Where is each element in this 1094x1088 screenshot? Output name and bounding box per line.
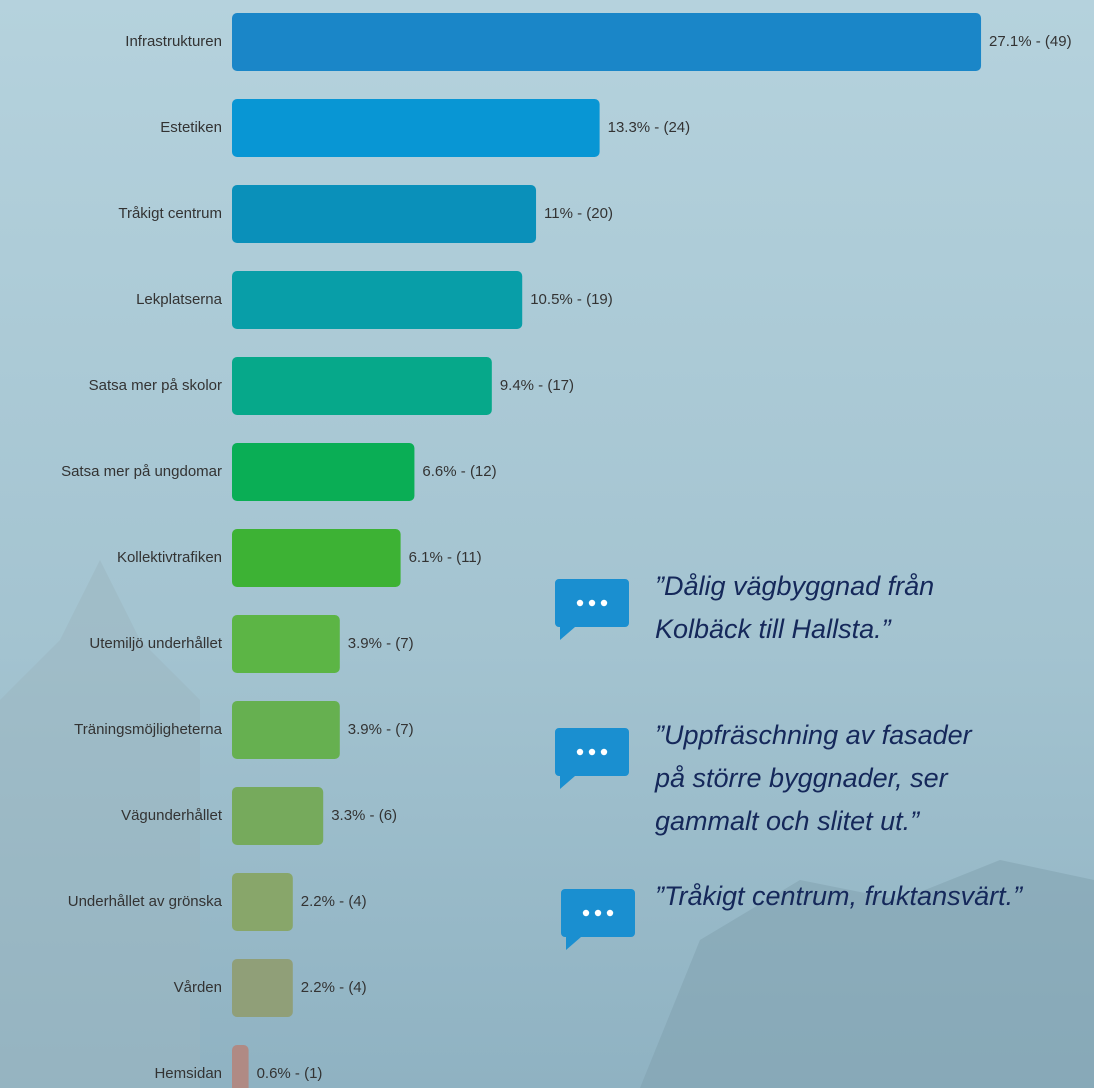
bar — [232, 1045, 249, 1088]
bubble-dot — [576, 599, 584, 607]
value-label: 2.2% - (4) — [301, 979, 367, 996]
category-label: Lekplatserna — [136, 291, 223, 308]
quote-line: ”Uppfräschning av fasader — [655, 720, 973, 750]
value-label: 11% - (20) — [544, 205, 613, 222]
value-label: 6.6% - (12) — [422, 463, 496, 480]
bar — [232, 185, 537, 243]
building-silhouette — [0, 560, 200, 1088]
value-label: 13.3% - (24) — [608, 119, 691, 136]
bubble-dot — [588, 599, 596, 607]
category-label: Vägunderhållet — [121, 807, 223, 824]
value-label: 3.9% - (7) — [348, 635, 414, 652]
value-label: 0.6% - (1) — [257, 1065, 323, 1082]
bar — [232, 701, 340, 759]
quote-line: ”Tråkigt centrum, fruktansvärt.” — [655, 881, 1023, 911]
category-label: Vården — [174, 979, 222, 996]
bar — [232, 529, 401, 587]
value-label: 3.9% - (7) — [348, 721, 414, 738]
bar — [232, 13, 982, 71]
value-label: 27.1% - (49) — [989, 33, 1072, 50]
quote-line: Kolbäck till Hallsta.” — [655, 614, 892, 644]
tree-silhouette — [640, 860, 1094, 1088]
bubble-dot — [600, 599, 608, 607]
category-label: Estetiken — [160, 119, 222, 136]
bubble-dot — [606, 909, 614, 917]
quote-line: gammalt och slitet ut.” — [655, 806, 920, 836]
speech-bubble-icon — [555, 728, 629, 789]
value-label: 3.3% - (6) — [331, 807, 397, 824]
bar — [232, 443, 415, 501]
value-label: 9.4% - (17) — [500, 377, 574, 394]
category-label: Infrastrukturen — [125, 33, 222, 50]
value-label: 6.1% - (11) — [409, 549, 482, 566]
category-label: Satsa mer på skolor — [89, 377, 222, 394]
bar — [232, 615, 340, 673]
bar — [232, 959, 293, 1017]
value-label: 10.5% - (19) — [530, 291, 613, 308]
bubble-dot — [588, 748, 596, 756]
value-label: 2.2% - (4) — [301, 893, 367, 910]
category-label: Träningsmöjligheterna — [74, 721, 223, 738]
category-label: Satsa mer på ungdomar — [61, 463, 222, 480]
bubble-dot — [594, 909, 602, 917]
quote-line: ”Dålig vägbyggnad från — [655, 571, 934, 601]
bar — [232, 787, 324, 845]
category-label: Underhållet av grönska — [68, 893, 223, 910]
speech-bubble-icon — [561, 889, 635, 950]
category-label: Kollektivtrafiken — [117, 549, 222, 566]
bubble-dot — [582, 909, 590, 917]
bubble-dot — [576, 748, 584, 756]
bubble-dot — [600, 748, 608, 756]
bar — [232, 271, 523, 329]
category-label: Hemsidan — [154, 1065, 222, 1082]
bar — [232, 357, 492, 415]
bar — [232, 873, 293, 931]
bar — [232, 99, 600, 157]
speech-bubble-icon — [555, 579, 629, 640]
category-label: Tråkigt centrum — [118, 205, 222, 222]
quote-line: på större byggnader, ser — [654, 763, 949, 793]
category-label: Utemiljö underhållet — [89, 635, 222, 652]
